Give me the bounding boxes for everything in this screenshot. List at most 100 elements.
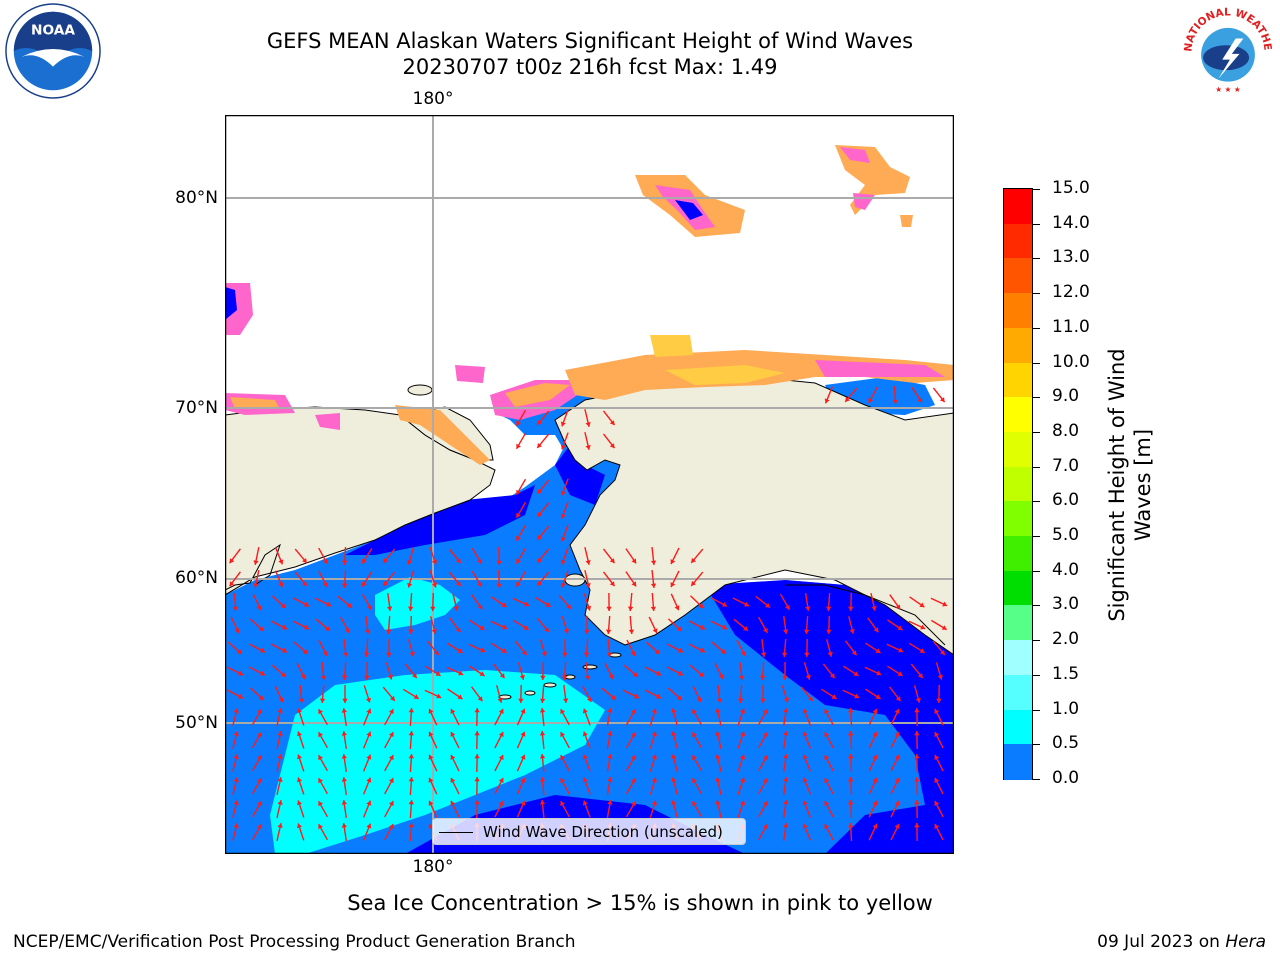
wind-wave-arrowhead [892, 399, 898, 404]
wind-wave-arrowhead [516, 581, 521, 587]
wind-wave-arrowhead [455, 627, 461, 633]
colorbar-segment [1004, 189, 1032, 225]
colorbar-segment [1004, 362, 1032, 398]
wind-wave-arrowhead [765, 602, 771, 608]
wind-wave-arrowhead [763, 732, 768, 738]
wind-wave-arrowhead [364, 675, 370, 680]
wind-wave-arrowhead [804, 652, 810, 657]
wind-wave-arrowhead [607, 708, 613, 713]
wind-wave-arrowhead [607, 754, 613, 759]
wind-wave-arrowhead [428, 708, 434, 714]
wind-wave-arrowhead [585, 583, 591, 588]
wind-wave-arrowhead [501, 648, 507, 653]
wind-wave-arrowhead [479, 671, 485, 676]
wind-wave-arrowhead [277, 754, 283, 759]
wind-wave-arrowhead [560, 732, 565, 738]
wind-wave-arrowhead [915, 697, 921, 703]
colorbar-tick-label: 5.0 [1052, 525, 1080, 546]
wind-wave-arrowhead [455, 558, 461, 563]
wind-wave-arrowhead [258, 626, 264, 631]
wind-wave-arrowhead [740, 800, 746, 806]
wind-wave-arrowhead [894, 823, 900, 829]
wind-wave-arrowhead [722, 624, 728, 630]
wind-wave-arrowhead [763, 709, 768, 715]
wind-wave-arrowhead [539, 754, 546, 759]
wind-wave-arrowhead [831, 694, 837, 699]
wind-wave-arrowhead [521, 650, 527, 655]
noaa-logo: NOAA [5, 3, 101, 99]
wind-wave-arrowhead [740, 651, 746, 656]
wind-wave-arrowhead [560, 513, 566, 519]
wind-wave-arrowhead [302, 649, 308, 654]
wind-wave-arrowhead [433, 650, 439, 656]
wind-wave-arrowhead [671, 708, 677, 714]
wind-wave-arrowhead [253, 560, 259, 565]
wind-wave-arrowhead [715, 731, 721, 736]
wind-wave-arrowhead [428, 777, 434, 783]
colorbar-tick-mark [1033, 640, 1040, 642]
colorbar-tick-mark [1033, 258, 1040, 260]
wind-wave-arrowhead [540, 698, 546, 703]
wind-wave-arrowhead [408, 708, 414, 713]
wind-wave-arrowhead [238, 670, 244, 676]
waves-cyan-north [375, 577, 460, 630]
wind-wave-arrowhead [824, 824, 830, 829]
wind-wave-arrowhead [744, 601, 750, 607]
wind-wave-arrowhead [738, 675, 745, 680]
wind-wave-arrowhead [651, 754, 657, 760]
wind-wave-arrowhead [450, 754, 456, 760]
wind-wave-arrowhead [718, 674, 724, 679]
wind-wave-arrowhead [388, 778, 394, 784]
wind-wave-arrowhead [585, 560, 591, 565]
chart-title: GEFS MEAN Alaskan Waters Significant Hei… [266, 29, 914, 53]
wind-wave-arrowhead [872, 823, 878, 829]
wind-wave-arrowhead [300, 674, 306, 680]
wind-wave-arrowhead [783, 697, 789, 703]
colorbar-tick-mark [1033, 674, 1040, 676]
wind-wave-arrowhead [341, 731, 347, 736]
wind-wave-arrowhead [282, 624, 287, 630]
wind-wave-arrowhead [477, 696, 483, 702]
wind-wave-arrowhead [341, 777, 347, 782]
wind-wave-arrowhead [849, 629, 855, 634]
wind-wave-arrowhead [760, 698, 766, 703]
wind-wave-arrowhead [280, 672, 286, 677]
wind-wave-arrowhead [298, 698, 305, 703]
wind-wave-arrowhead [783, 754, 789, 759]
wind-wave-arrowhead [605, 629, 612, 634]
colorbar-segment [1004, 223, 1032, 259]
wind-wave-arrowhead [783, 629, 789, 634]
wind-wave-arrowhead [520, 731, 526, 737]
wind-wave-arrowhead [917, 673, 923, 678]
wind-wave-arrowhead [502, 624, 508, 630]
colorbar-tick-label: 0.5 [1052, 733, 1080, 754]
wind-wave-arrowhead [366, 823, 372, 829]
wind-wave-arrowhead [387, 606, 393, 611]
wind-wave-arrowhead [453, 606, 459, 611]
wind-wave-arrowhead [740, 777, 746, 783]
wind-wave-arrowhead [537, 535, 542, 540]
colorbar-segment [1004, 466, 1032, 502]
wind-wave-arrowhead [851, 650, 857, 656]
wind-wave-arrowhead [894, 754, 900, 760]
colorbar-segment [1004, 570, 1032, 607]
wind-wave-arrowhead [367, 604, 372, 610]
wind-wave-arrowhead [560, 582, 566, 588]
colorbar-tick-mark [1033, 466, 1040, 468]
wind-wave-arrowhead [501, 602, 507, 607]
wind-wave-arrowhead [700, 624, 705, 630]
wind-wave-arrowhead [409, 651, 415, 657]
wind-wave-arrowhead [408, 731, 414, 736]
wind-wave-arrowhead [740, 731, 746, 737]
wind-wave-arrowhead [914, 731, 920, 736]
wind-wave-arrowhead [498, 755, 504, 760]
wind-wave-arrowhead [324, 626, 330, 631]
wind-wave-arrowhead [914, 708, 920, 713]
wind-wave-arrowhead [848, 606, 854, 611]
wind-wave-arrowhead [716, 698, 723, 703]
wind-wave-arrowhead [940, 649, 945, 655]
wind-wave-arrowhead [408, 823, 414, 828]
wind-wave-arrowhead [302, 558, 307, 563]
wind-wave-arrowhead [563, 698, 569, 703]
colorbar-tick-label: 11.0 [1052, 316, 1090, 337]
